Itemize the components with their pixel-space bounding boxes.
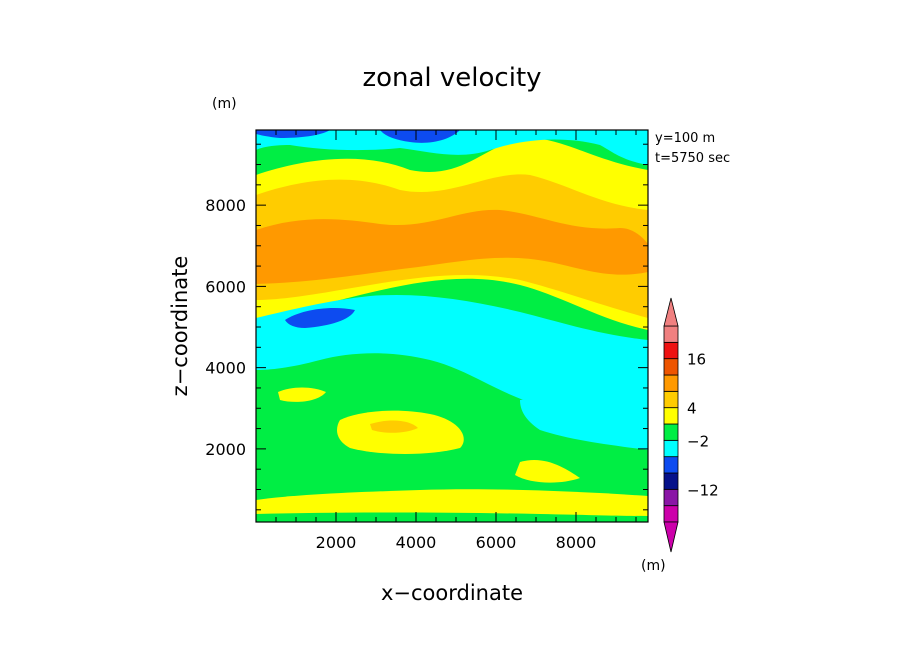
x-axis-label: x−coordinate (381, 581, 523, 605)
field-region-blue-mid (285, 308, 355, 328)
field-region-blue-top (256, 130, 460, 143)
colorbar-extend-top (663, 297, 679, 327)
colorbar-label: 16 (687, 351, 706, 369)
colorbar-extend-bottom (663, 521, 679, 553)
y-tick-label: 6000 (205, 277, 246, 296)
colorbar-swatch (663, 407, 679, 425)
colorbar-swatch (663, 390, 679, 409)
y-unit-label: (m) (212, 96, 237, 112)
y-tick-label: 2000 (205, 440, 246, 459)
colorbar-swatch (663, 325, 679, 343)
field-region-green-bottom (256, 512, 648, 522)
field-region-orange (256, 209, 648, 284)
colorbar-swatch (663, 472, 679, 490)
colorbar-swatch (663, 488, 679, 507)
colorbar-label: 4 (687, 400, 697, 418)
annotation-y: y=100 m (655, 131, 715, 146)
colorbar-swatch (663, 439, 679, 458)
y-axis: 2000 4000 6000 8000 (205, 143, 648, 511)
colorbar-label: −12 (687, 481, 719, 499)
field-region-cyan-top (256, 130, 648, 165)
x-tick-label: 2000 (316, 533, 357, 552)
x-tick-label: 6000 (476, 533, 517, 552)
y-tick-label: 8000 (205, 196, 246, 215)
field-region-yellow-right (515, 460, 580, 483)
colorbar-unit-label: (m) (641, 558, 666, 574)
field-region-cyan-right (520, 388, 648, 450)
colorbar-swatch (663, 505, 679, 523)
colorbar-swatch (663, 423, 679, 441)
colorbar: −12 −2 4 16 (663, 297, 719, 553)
colorbar-swatch (663, 341, 679, 360)
colorbar-label: −2 (687, 432, 709, 450)
colorbar-swatch (663, 358, 679, 376)
colorbar-swatch (663, 374, 679, 392)
field-region-yellow-small (278, 387, 326, 402)
plot-frame (255, 129, 649, 523)
field-region-cyan-mid (256, 294, 648, 422)
annotation-t: t=5750 sec (655, 151, 730, 166)
contour-field (255, 129, 649, 523)
y-axis-label: z−coordinate (168, 256, 192, 397)
x-axis: 2000 4000 6000 8000 (255, 130, 637, 552)
y-tick-label: 4000 (205, 359, 246, 378)
x-tick-label: 4000 (396, 533, 437, 552)
chart-title: zonal velocity (362, 63, 541, 93)
x-tick-label: 8000 (556, 533, 597, 552)
colorbar-swatch (663, 456, 679, 474)
field-region-gold-lower (370, 420, 418, 433)
